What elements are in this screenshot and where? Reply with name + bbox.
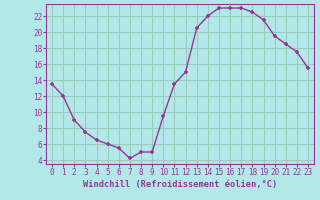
- X-axis label: Windchill (Refroidissement éolien,°C): Windchill (Refroidissement éolien,°C): [83, 180, 277, 189]
